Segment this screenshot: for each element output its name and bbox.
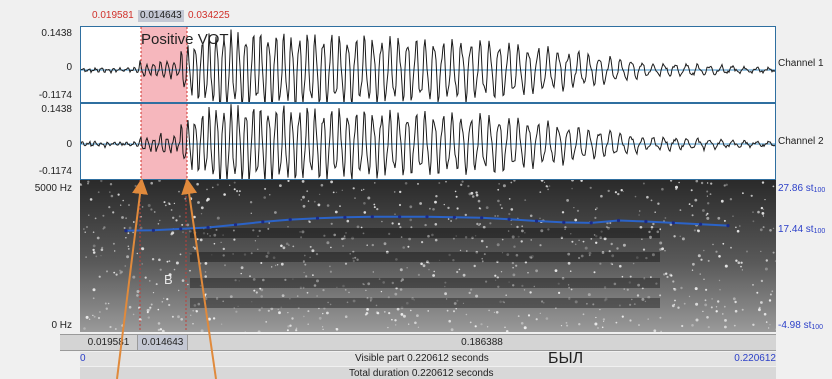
spectrogram-plot [80, 180, 776, 332]
pitch-point [206, 225, 210, 230]
waveform-channel-1[interactable]: Positive VOT [80, 26, 776, 103]
ch2-min-label: -0.1174 [38, 166, 72, 177]
pitch-point [534, 219, 539, 223]
pitch-point [699, 222, 703, 226]
pitch-point [179, 227, 183, 231]
pitch-point [124, 229, 128, 233]
selection-end-label: 0.034225 [188, 10, 230, 21]
waveform-channel-1-plot [81, 27, 775, 102]
channel-1-label: Channel 1 [778, 58, 824, 69]
time-segment-before[interactable]: 0.019581 [80, 335, 138, 350]
selection-highlight [141, 104, 187, 179]
spectrogram-max-frequency-label: 5000 Hz [34, 183, 72, 194]
visible-part-text: Visible part 0.220612 seconds [355, 353, 489, 364]
segment-label: B [164, 272, 173, 287]
waveform-channel-2-plot [81, 104, 775, 179]
selection-duration-label: 0.014643 [138, 10, 184, 22]
positive-vot-annotation: Positive VOT [141, 31, 229, 48]
channel-2-label: Channel 2 [778, 136, 824, 147]
pitch-point [343, 215, 347, 219]
pitch-point [315, 216, 320, 220]
word-label: БЫЛ [548, 350, 584, 367]
pitch-point [151, 228, 155, 232]
waveform-trace [81, 29, 775, 102]
selection-highlight [141, 27, 187, 102]
pitch-mid-label: 17.44 st100 [778, 224, 826, 235]
time-segment-after[interactable]: 0.186388 [461, 337, 503, 348]
waveform-trace [81, 104, 775, 179]
waveform-channel-2[interactable] [80, 103, 776, 180]
pitch-point [398, 215, 402, 219]
spectrogram-min-frequency-label: 0 Hz [51, 320, 72, 331]
pitch-point [644, 219, 648, 224]
pitch-point [507, 217, 511, 221]
pitch-point [562, 220, 566, 224]
ch1-zero-label: 0 [66, 62, 72, 73]
selection-start-label: 0.019581 [92, 10, 134, 21]
pitch-point [671, 221, 675, 225]
pitch-point [726, 224, 730, 228]
total-duration-text: Total duration 0.220612 seconds [349, 368, 494, 379]
spectrogram[interactable]: B [80, 180, 776, 332]
visible-part-bar: 0 Visible part 0.220612 seconds 0.220612 [80, 352, 776, 366]
ch2-max-label: 0.1438 [41, 104, 72, 115]
pitch-point [288, 218, 292, 222]
pitch-point [452, 215, 456, 219]
pitch-point [425, 215, 429, 219]
time-segment-bar[interactable]: 0.019581 0.014643 0.186388 [60, 334, 776, 351]
total-duration-bar: Total duration 0.220612 seconds [80, 367, 776, 379]
pitch-max-label: 27.86 st100 [778, 183, 826, 194]
pitch-point [589, 221, 593, 225]
ch1-max-label: 0.1438 [41, 28, 72, 39]
visible-end-value: 0.220612 [734, 353, 776, 364]
visible-start-value: 0 [80, 353, 86, 364]
ch1-min-label: -0.1174 [38, 90, 72, 101]
pitch-min-label: -4.98 st100 [778, 320, 824, 331]
time-segment-selection[interactable]: 0.014643 [138, 335, 188, 350]
pitch-point [480, 216, 484, 220]
pitch-point [261, 220, 265, 224]
pitch-point [370, 215, 374, 219]
pitch-point [616, 218, 621, 223]
ch2-zero-label: 0 [66, 139, 72, 150]
pitch-point [233, 223, 238, 227]
